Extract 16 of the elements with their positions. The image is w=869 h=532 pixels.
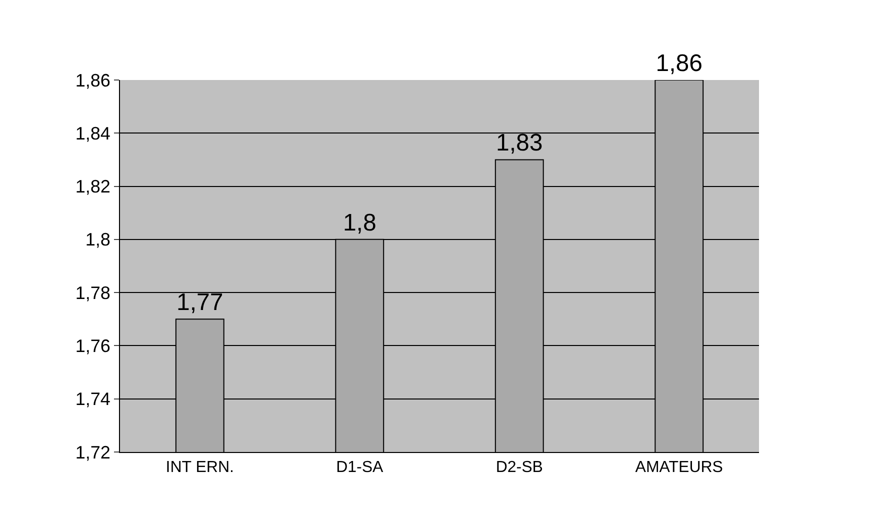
x-tick-label: INT ERN. — [166, 459, 234, 476]
data-label: 1,83 — [496, 130, 543, 157]
data-label: 1,77 — [176, 289, 224, 316]
x-tick-label: D2-SB — [496, 459, 543, 476]
x-tick-label: AMATEURS — [635, 459, 723, 476]
y-tick-label: 1,8 — [85, 230, 110, 250]
y-tick-label: 1,84 — [75, 123, 110, 144]
x-tick-label: D1-SA — [336, 459, 384, 476]
y-tick-label: 1,72 — [75, 442, 110, 462]
data-label: 1,8 — [342, 209, 376, 236]
y-tick-label: 1,78 — [75, 282, 110, 303]
y-tick-label: 1,76 — [75, 336, 110, 356]
y-tick-label: 1,82 — [75, 176, 110, 197]
data-label: 1,86 — [656, 50, 702, 77]
y-tick-label: 1,74 — [75, 389, 110, 410]
y-tick-label: 1,86 — [75, 70, 110, 90]
